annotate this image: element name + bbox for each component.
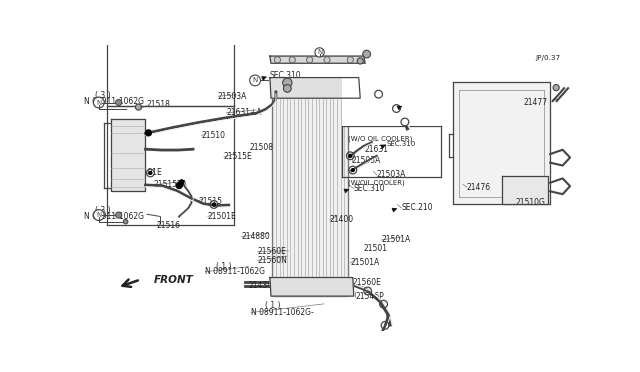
Text: 21518: 21518 xyxy=(147,100,171,109)
Text: SEC.310: SEC.310 xyxy=(387,141,416,147)
Polygon shape xyxy=(273,78,348,296)
Polygon shape xyxy=(502,176,548,205)
Circle shape xyxy=(553,84,559,91)
Text: 21546P: 21546P xyxy=(355,292,384,301)
Text: 21501A: 21501A xyxy=(352,91,381,100)
Text: N: N xyxy=(96,99,102,106)
Text: JP/0.37: JP/0.37 xyxy=(535,55,561,61)
Text: N: N xyxy=(96,212,102,218)
Text: 21508: 21508 xyxy=(250,143,274,152)
Text: SEC.310: SEC.310 xyxy=(269,71,301,80)
Text: N: N xyxy=(317,49,322,55)
Text: 21400: 21400 xyxy=(330,215,354,224)
Text: 21501: 21501 xyxy=(364,244,388,253)
Circle shape xyxy=(351,169,355,171)
Text: 21501A: 21501A xyxy=(342,102,371,111)
Bar xyxy=(342,76,441,126)
Text: 21430: 21430 xyxy=(249,281,273,290)
Circle shape xyxy=(348,57,353,63)
Text: 214880: 214880 xyxy=(241,232,270,241)
Circle shape xyxy=(116,212,122,218)
Circle shape xyxy=(212,203,216,206)
Text: 21560N: 21560N xyxy=(257,256,287,265)
Circle shape xyxy=(284,84,291,92)
Text: 21515E: 21515E xyxy=(224,153,253,161)
Polygon shape xyxy=(453,83,550,205)
Circle shape xyxy=(283,78,292,87)
Text: 21503A: 21503A xyxy=(352,156,381,165)
Text: N 08911-1062G: N 08911-1062G xyxy=(84,212,144,221)
Text: 21510: 21510 xyxy=(202,131,225,140)
Circle shape xyxy=(363,50,371,58)
Text: N: N xyxy=(252,77,258,83)
Text: 21476: 21476 xyxy=(467,183,491,192)
Circle shape xyxy=(250,75,260,86)
Text: (W/O OIL COOLER): (W/O OIL COOLER) xyxy=(348,135,412,142)
Circle shape xyxy=(176,183,182,189)
Circle shape xyxy=(93,210,104,221)
Text: 21631+A: 21631+A xyxy=(227,108,262,117)
Text: SEC.210: SEC.210 xyxy=(401,203,433,212)
Circle shape xyxy=(149,171,152,174)
Circle shape xyxy=(324,57,330,63)
Circle shape xyxy=(349,154,352,157)
Circle shape xyxy=(275,57,280,63)
Circle shape xyxy=(289,57,296,63)
Text: 21631: 21631 xyxy=(364,145,388,154)
Text: SEC.211: SEC.211 xyxy=(405,101,436,110)
Text: 21516: 21516 xyxy=(157,221,181,230)
Circle shape xyxy=(315,48,324,57)
Text: SEC.310: SEC.310 xyxy=(354,184,385,193)
Circle shape xyxy=(116,99,122,106)
Text: 21501A: 21501A xyxy=(350,259,380,267)
Polygon shape xyxy=(270,278,354,296)
Text: 21477: 21477 xyxy=(524,98,548,107)
Circle shape xyxy=(124,219,128,224)
Text: ( 1 ): ( 1 ) xyxy=(216,262,232,270)
Text: 21515EA: 21515EA xyxy=(154,180,188,189)
Text: N 08911-1062G-: N 08911-1062G- xyxy=(251,308,314,317)
Text: 21501E: 21501E xyxy=(208,212,237,221)
Bar xyxy=(108,0,234,106)
Circle shape xyxy=(307,57,313,63)
Text: FRONT: FRONT xyxy=(154,275,193,285)
Text: N 08911-1062G: N 08911-1062G xyxy=(84,97,144,106)
Text: 21503A: 21503A xyxy=(218,92,247,101)
Text: 21503A: 21503A xyxy=(376,170,406,179)
Text: N 08911-1062G: N 08911-1062G xyxy=(205,267,265,276)
Text: 21515: 21515 xyxy=(198,196,222,206)
Text: 21435: 21435 xyxy=(296,285,320,294)
Circle shape xyxy=(357,58,364,64)
Polygon shape xyxy=(270,78,360,98)
Text: (W/OIL COOLER): (W/OIL COOLER) xyxy=(348,179,404,186)
Polygon shape xyxy=(270,56,365,63)
Circle shape xyxy=(145,130,152,136)
Circle shape xyxy=(93,97,104,108)
Text: 21501A: 21501A xyxy=(381,235,410,244)
Text: 21501E: 21501E xyxy=(134,169,163,177)
Text: 21560E: 21560E xyxy=(257,247,287,256)
Text: 21560E: 21560E xyxy=(353,279,381,288)
Polygon shape xyxy=(111,119,145,191)
Circle shape xyxy=(179,180,184,185)
Text: ( 3 ): ( 3 ) xyxy=(95,91,111,100)
Text: 21510G: 21510G xyxy=(515,198,545,207)
Circle shape xyxy=(136,104,141,110)
Text: 21503: 21503 xyxy=(348,78,372,87)
Text: ( 1 ): ( 1 ) xyxy=(265,301,280,310)
Text: ( 3 ): ( 3 ) xyxy=(95,206,111,215)
